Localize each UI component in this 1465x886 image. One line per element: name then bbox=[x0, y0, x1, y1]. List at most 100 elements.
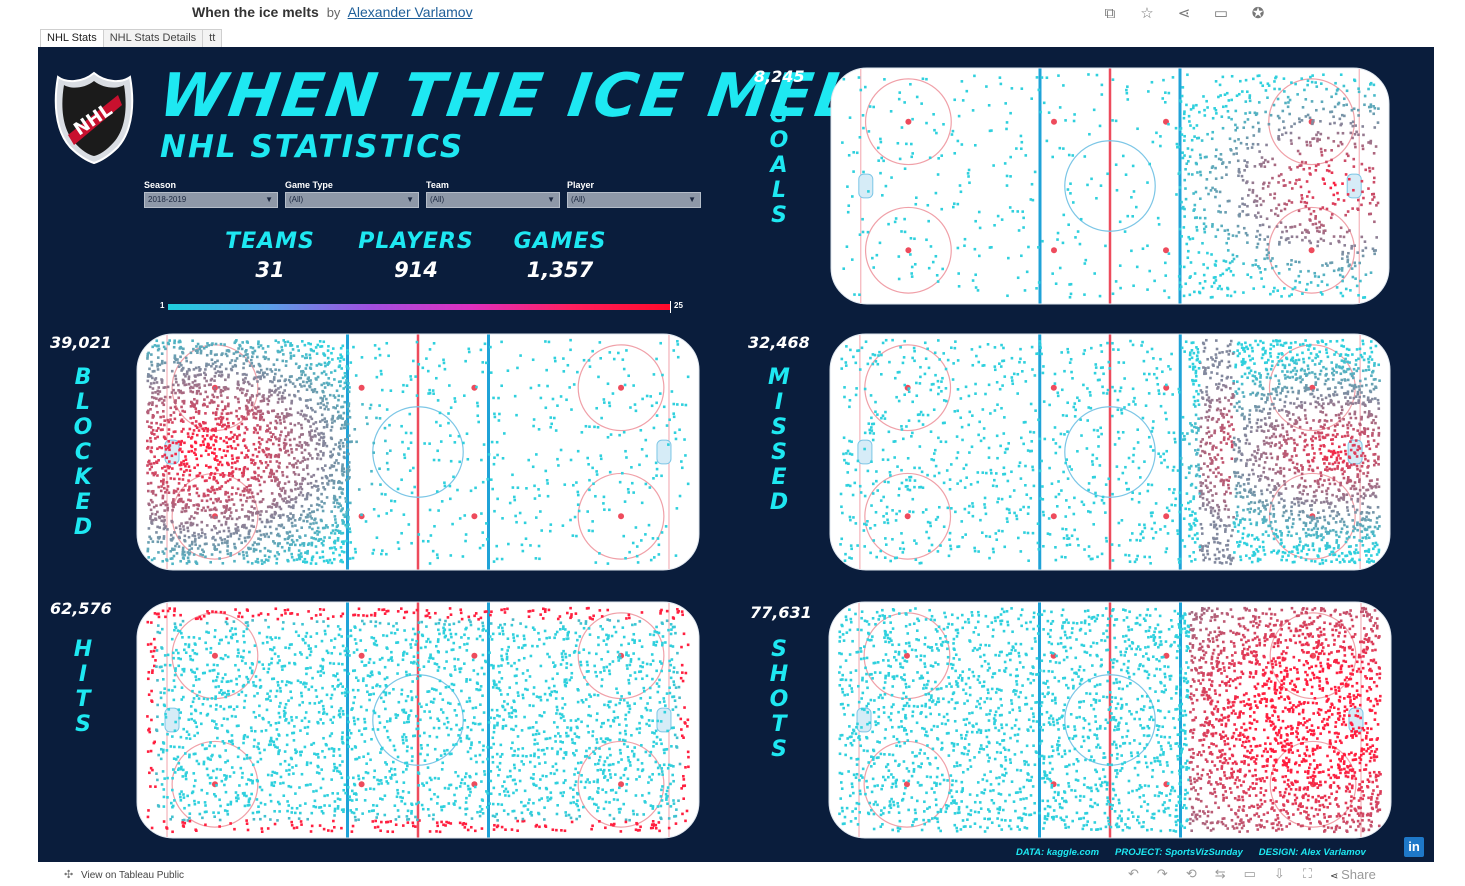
kpi-teams-value: 31 bbox=[255, 258, 285, 282]
missed-rink bbox=[829, 333, 1391, 571]
label-letter: S bbox=[771, 737, 787, 762]
sheet-tabs: NHL Stats NHL Stats Details tt bbox=[40, 29, 223, 47]
share-icon[interactable]: ⋖ bbox=[1177, 5, 1191, 22]
shots-count: 77,631 bbox=[750, 603, 812, 622]
label-letter: B bbox=[74, 365, 92, 390]
bottom-tools: ↶ ↷ ⟲ ⇆ ▭ ⇩ ⛶ ⋖ Share bbox=[1128, 866, 1376, 882]
credits: DATA: kaggle.com PROJECT: SportsVizSunda… bbox=[1016, 847, 1366, 858]
team-dropdown[interactable]: (All) ▼ bbox=[426, 192, 560, 208]
viz-title-line: When the ice melts by Alexander Varlamov bbox=[192, 4, 473, 20]
label-letter: S bbox=[75, 712, 91, 737]
share-label: Share bbox=[1341, 866, 1376, 882]
dashboard-subtitle: NHL STATISTICS bbox=[160, 129, 465, 165]
label-letter: H bbox=[73, 637, 93, 662]
team-filter-label: Team bbox=[426, 180, 449, 190]
star-icon[interactable]: ☆ bbox=[1140, 5, 1154, 22]
season-value: 2018-2019 bbox=[148, 195, 187, 204]
game-type-dropdown[interactable]: (All) ▼ bbox=[285, 192, 419, 208]
kpi-games-value: 1,357 bbox=[526, 258, 594, 282]
label-letter: S bbox=[771, 415, 787, 440]
author-link[interactable]: Alexander Varlamov bbox=[347, 4, 473, 20]
chevron-down-icon: ▼ bbox=[547, 195, 555, 204]
shots-rink bbox=[828, 601, 1392, 839]
player-dropdown[interactable]: (All) ▼ bbox=[567, 192, 701, 208]
label-letter: I bbox=[78, 662, 88, 687]
pause-icon[interactable]: ▭ bbox=[1243, 866, 1256, 881]
season-dropdown[interactable]: 2018-2019 ▼ bbox=[144, 192, 278, 208]
label-letter: T bbox=[771, 712, 787, 737]
player-value: (All) bbox=[571, 195, 586, 204]
blocked-count: 39,021 bbox=[50, 333, 112, 352]
label-letter: E bbox=[75, 490, 91, 515]
player-filter: Player (All) ▼ bbox=[567, 180, 701, 208]
kpi-games-label: GAMES bbox=[513, 229, 607, 254]
dashboard: NHL WHEN THE ICE MELTS NHL STATISTICS Se… bbox=[38, 47, 1434, 862]
badge-icon[interactable]: ✪ bbox=[1251, 5, 1265, 22]
linkedin-icon[interactable]: in bbox=[1404, 837, 1424, 857]
top-bar: When the ice melts by Alexander Varlamov… bbox=[0, 0, 1465, 28]
tab-tt[interactable]: tt bbox=[202, 29, 223, 47]
season-filter: Season 2018-2019 ▼ bbox=[144, 180, 278, 208]
label-letter: D bbox=[73, 515, 93, 540]
fullscreen-icon[interactable]: ⛶ bbox=[1302, 866, 1312, 881]
label-letter: C bbox=[74, 440, 92, 465]
kpi-players-label: PLAYERS bbox=[358, 229, 474, 254]
revert-icon[interactable]: ⟲ bbox=[1185, 866, 1197, 881]
label-letter: T bbox=[75, 687, 91, 712]
game-type-filter-label: Game Type bbox=[285, 180, 333, 190]
game-type-filter: Game Type (All) ▼ bbox=[285, 180, 419, 208]
download-icon[interactable]: ⇩ bbox=[1273, 866, 1285, 881]
blocked-rink bbox=[136, 333, 700, 571]
label-letter: L bbox=[75, 390, 91, 415]
refresh-icon[interactable]: ⇆ bbox=[1214, 866, 1226, 881]
kpi-teams-label: TEAMS bbox=[225, 229, 315, 254]
label-letter: E bbox=[771, 465, 787, 490]
label-letter: S bbox=[771, 440, 787, 465]
comment-icon[interactable]: ▭ bbox=[1213, 5, 1229, 22]
goals-count: 8,245 bbox=[754, 67, 805, 86]
color-legend-bar bbox=[168, 304, 670, 310]
hits-count: 62,576 bbox=[50, 599, 112, 618]
season-filter-label: Season bbox=[144, 180, 177, 190]
undo-icon[interactable]: ↶ bbox=[1128, 866, 1139, 881]
view-on-tableau-link[interactable]: ✣ View on Tableau Public bbox=[64, 868, 184, 881]
dashboard-title: WHEN THE ICE MELTS bbox=[155, 61, 942, 131]
goals-rink bbox=[830, 67, 1390, 305]
bottom-toolbar: ✣ View on Tableau Public ↶ ↷ ⟲ ⇆ ▭ ⇩ ⛶ ⋖… bbox=[38, 862, 1434, 886]
by-label: by bbox=[326, 5, 341, 20]
kpi-teams: TEAMS 31 bbox=[210, 229, 330, 282]
player-filter-label: Player bbox=[567, 180, 595, 190]
nhl-logo-icon: NHL bbox=[54, 71, 134, 165]
copy-icon[interactable]: ⧉ bbox=[1104, 4, 1116, 22]
tab-nhl-stats-details[interactable]: NHL Stats Details bbox=[102, 29, 204, 47]
label-letter: S bbox=[771, 637, 787, 662]
label-letter: D bbox=[769, 490, 789, 515]
team-filter: Team (All) ▼ bbox=[426, 180, 560, 208]
team-value: (All) bbox=[430, 195, 445, 204]
share-button[interactable]: ⋖ Share bbox=[1329, 866, 1376, 882]
kpi-games: GAMES 1,357 bbox=[500, 229, 620, 282]
label-letter: A bbox=[770, 153, 788, 178]
tableau-icon: ✣ bbox=[64, 869, 74, 881]
label-letter: H bbox=[769, 662, 789, 687]
game-type-value: (All) bbox=[289, 195, 304, 204]
chevron-down-icon: ▼ bbox=[688, 195, 696, 204]
tab-nhl-stats[interactable]: NHL Stats bbox=[40, 29, 104, 47]
credit-design: DESIGN: Alex Varlamov bbox=[1258, 847, 1366, 858]
kpi-players-value: 914 bbox=[394, 258, 438, 282]
kpi-players: PLAYERS 914 bbox=[356, 229, 476, 282]
label-letter: S bbox=[771, 203, 787, 228]
label-letter: K bbox=[74, 465, 92, 490]
label-letter: O bbox=[769, 687, 789, 712]
hits-rink bbox=[136, 601, 700, 839]
redo-icon[interactable]: ↷ bbox=[1156, 866, 1168, 881]
label-letter: L bbox=[771, 178, 787, 203]
legend-tick bbox=[670, 301, 671, 313]
missed-count: 32,468 bbox=[748, 333, 810, 352]
label-letter: G bbox=[769, 103, 789, 128]
